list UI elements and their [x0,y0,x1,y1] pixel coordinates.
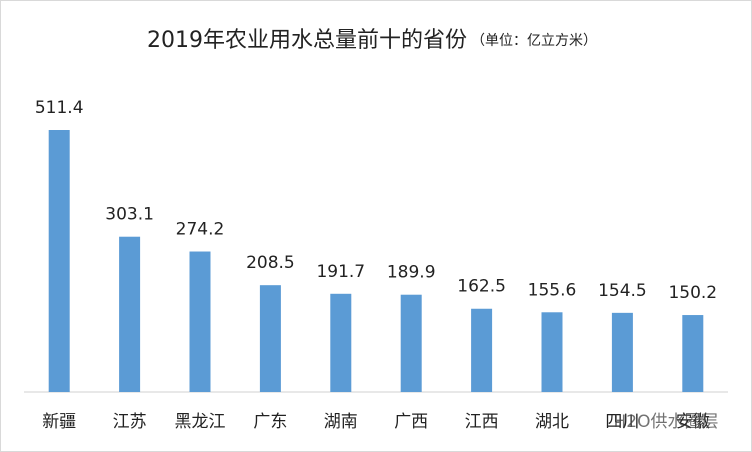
x-tick-label: 湖北 [535,412,569,432]
value-label: 155.6 [528,280,577,300]
bar [471,308,493,392]
x-tick-label: 安徽 [676,412,710,432]
chart-heading: 2019年农业用水总量前十的省份 （单位：亿立方米） [147,28,597,53]
value-label: 154.5 [598,281,647,301]
bar [541,312,563,392]
value-label: 191.7 [316,262,365,282]
x-tick-label: 广东 [253,412,287,432]
bar [400,294,422,392]
bar [189,251,211,392]
value-label: 189.9 [387,263,436,283]
bar [611,312,633,392]
value-label: 208.5 [246,253,295,273]
x-tick-label: 江西 [465,412,499,432]
value-label: 150.2 [668,283,717,303]
watermark: H2O供水圈层 [614,412,719,432]
x-tick-label: 新疆 [42,412,76,432]
chart-subtitle: （单位：亿立方米） [471,33,597,49]
value-label: 162.5 [457,277,506,297]
bar [330,293,352,392]
bar [48,130,70,392]
x-tick-label: 黑龙江 [175,412,226,432]
x-tick-label: 湖南 [324,412,358,432]
bar [259,285,281,392]
x-tick-label: 四川 [605,412,639,432]
x-tick-label: 江苏 [113,412,147,432]
value-label: 274.2 [176,220,225,240]
value-label: 303.1 [105,205,154,225]
bar [119,236,141,392]
value-label: 511.4 [35,98,84,118]
chart-title: 2019年农业用水总量前十的省份 [147,28,467,53]
x-tick-label: 广西 [394,412,428,432]
bar [682,315,704,392]
